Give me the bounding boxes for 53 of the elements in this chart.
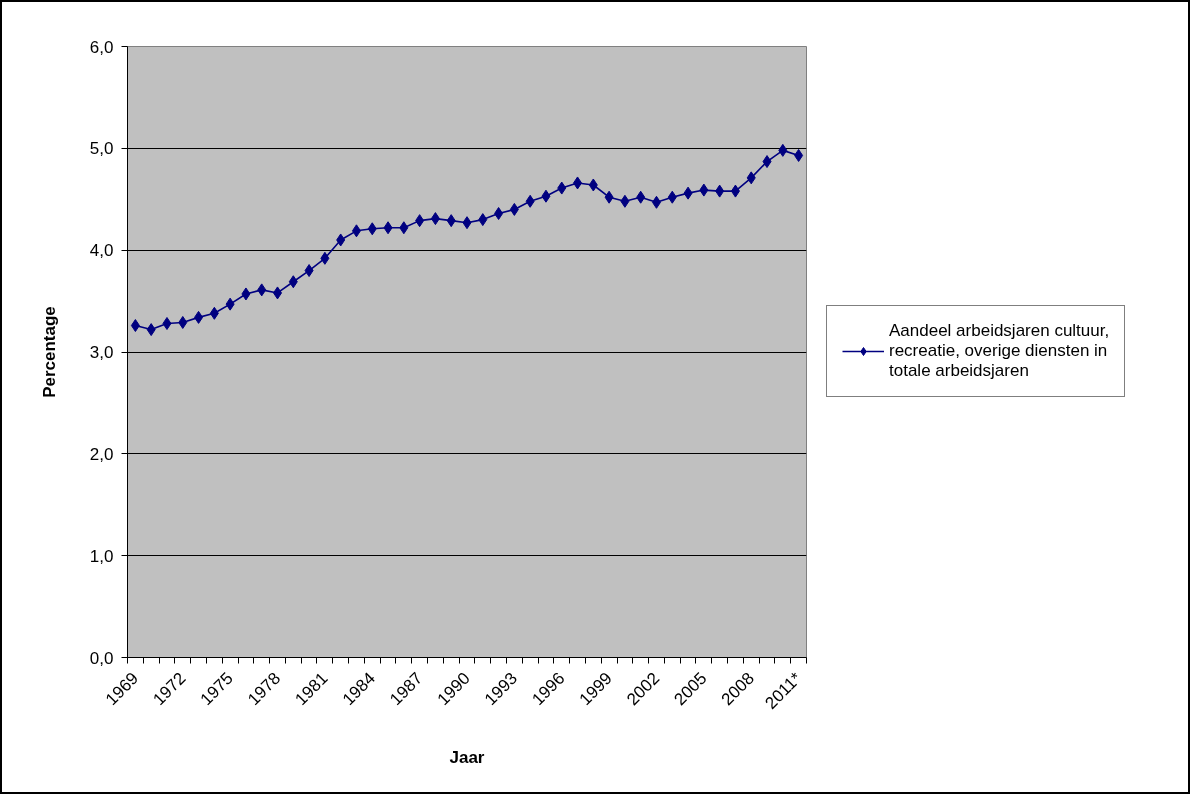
point xyxy=(304,264,314,278)
point xyxy=(620,194,630,208)
y-tick-label: 4,0 xyxy=(89,241,114,261)
point xyxy=(588,178,598,192)
point xyxy=(604,190,614,204)
y-tick-label: 1,0 xyxy=(89,546,114,566)
point xyxy=(351,224,361,238)
point xyxy=(494,207,504,221)
point xyxy=(288,275,298,289)
point xyxy=(715,184,725,198)
point xyxy=(130,319,140,333)
y-tick-label: 3,0 xyxy=(89,343,114,362)
point xyxy=(273,286,283,300)
point xyxy=(241,287,251,301)
point xyxy=(162,316,172,330)
point xyxy=(430,212,440,226)
y-tick-label: 6,0 xyxy=(89,37,114,57)
point xyxy=(651,195,661,209)
legend-label: Aandeel arbeidsjaren cultuur, recreatie, overige diensten in totale arbeidsjaren xyxy=(889,321,1110,381)
point xyxy=(746,171,756,185)
point xyxy=(794,148,804,162)
point xyxy=(178,315,188,329)
y-tick-label: 0,0 xyxy=(89,648,114,668)
y-tick-label: 2,0 xyxy=(89,444,114,464)
y-tick-label: 5,0 xyxy=(89,139,114,159)
point xyxy=(636,190,646,204)
point xyxy=(683,186,693,200)
point xyxy=(146,323,156,337)
point xyxy=(730,184,740,198)
point xyxy=(336,233,346,247)
point xyxy=(367,222,377,236)
point xyxy=(446,214,456,228)
point xyxy=(525,194,535,208)
point xyxy=(541,189,551,203)
point xyxy=(462,216,472,230)
point xyxy=(415,214,425,228)
point xyxy=(194,310,204,324)
x-axis-title: Jaar xyxy=(449,748,485,768)
point xyxy=(209,306,219,320)
point xyxy=(557,181,567,195)
point xyxy=(399,221,409,235)
point xyxy=(667,190,677,204)
point xyxy=(478,213,488,227)
point xyxy=(778,143,788,157)
point xyxy=(383,221,393,235)
point xyxy=(320,251,330,265)
point xyxy=(762,155,772,169)
y-axis-title: Percentage xyxy=(39,306,59,398)
point xyxy=(225,297,235,311)
point xyxy=(257,283,267,297)
point xyxy=(509,202,519,216)
point xyxy=(573,176,583,190)
point xyxy=(699,183,709,197)
